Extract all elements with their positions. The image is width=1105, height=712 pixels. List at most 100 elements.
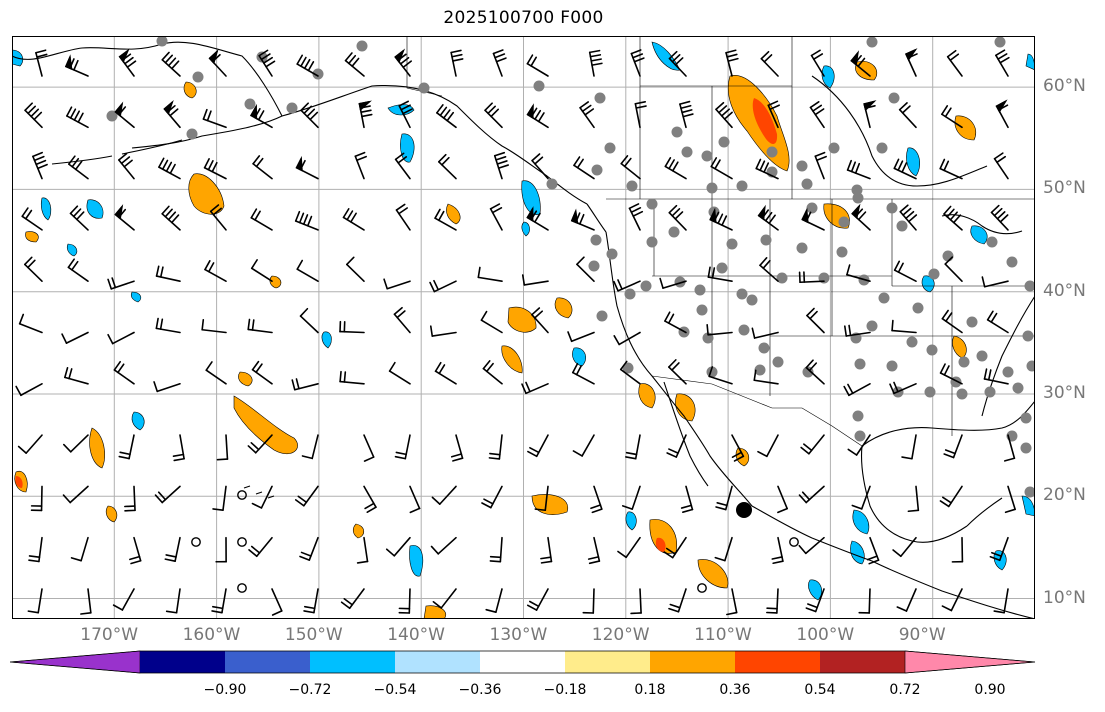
station-dot: [701, 150, 713, 162]
wind-barb: [990, 204, 1009, 231]
station-dot: [186, 128, 198, 140]
contour-positive: [954, 115, 976, 141]
station-dot: [622, 362, 634, 374]
alaska-coast: [12, 41, 283, 149]
wind-barb: [534, 485, 549, 512]
wind-barb: [893, 260, 917, 282]
wind-barb: [847, 434, 871, 456]
contour-negative: [1021, 495, 1035, 517]
station-dot: [1024, 280, 1035, 292]
wind-barb: [526, 206, 549, 231]
wind-barb: [706, 324, 733, 336]
station-dot: [1024, 486, 1035, 498]
contour-negative: [131, 411, 145, 431]
baja-coast: [663, 381, 709, 487]
station-dot: [668, 226, 680, 238]
wind-barb: [63, 434, 89, 453]
wind-barb: [714, 536, 733, 562]
wind-barb: [981, 276, 1009, 288]
yucatan-coast: [966, 497, 1003, 527]
wind-barb: [208, 49, 227, 77]
wind-barb: [668, 359, 687, 385]
wind-barb: [383, 278, 411, 290]
wind-barb: [163, 100, 181, 129]
station-dot: [696, 304, 708, 316]
alaska-canada-border: [406, 36, 443, 97]
lat-tick-label: 20°N: [1043, 485, 1086, 506]
wind-barb: [759, 257, 779, 282]
station-dot: [356, 40, 368, 52]
colorbar-segment: [480, 651, 566, 673]
wind-barb: [15, 382, 43, 397]
wind-barb: [481, 485, 503, 509]
wind-barb: [590, 485, 603, 514]
colorbar-tick-label: 0.54: [804, 682, 836, 698]
station-dot: [760, 234, 772, 246]
wind-barb: [28, 536, 43, 563]
colorbar-segment: [225, 651, 311, 673]
wind-barb: [356, 536, 369, 564]
wind-barb: [892, 536, 917, 558]
wind-barb: [161, 205, 181, 231]
wind-barb: [896, 588, 917, 612]
wind-barb: [993, 588, 1009, 614]
wind-barb: [398, 588, 411, 614]
station-dot: [772, 356, 784, 368]
positive-anomaly-contours: [14, 60, 976, 619]
station-dot: [878, 292, 890, 304]
wind-barb: [429, 325, 457, 337]
contour-positive: [507, 306, 537, 333]
wind-barb: [258, 49, 276, 77]
wind-barb: [204, 260, 227, 282]
station-dot: [851, 184, 863, 196]
wind-barb: [489, 536, 503, 563]
wind-barb: [1004, 485, 1016, 514]
contour-negative: [970, 225, 988, 245]
wind-barb: [394, 152, 411, 180]
wind-barb: [531, 307, 549, 334]
station-dot: [244, 98, 256, 110]
station-dot: [1012, 382, 1024, 394]
station-dot: [924, 386, 936, 398]
station-dot: [736, 288, 748, 300]
wind-barb: [771, 536, 784, 565]
wind-barb: [153, 381, 181, 393]
wind-barb: [201, 319, 227, 334]
colorbar: [10, 650, 1036, 674]
contour-negative: [86, 199, 104, 219]
wind-barb: [634, 101, 647, 129]
map-plot: [12, 36, 1035, 619]
station-dot: [1022, 330, 1034, 342]
wind-barb: [521, 381, 549, 395]
station-dot: [958, 356, 970, 368]
contour-positive: [238, 371, 253, 387]
wind-barb: [755, 158, 779, 180]
wind-barb: [810, 49, 825, 77]
station-dot: [852, 410, 864, 422]
wind-barb: [907, 485, 920, 513]
station-dot: [942, 250, 954, 262]
wind-barb: [70, 536, 89, 562]
station-dot: [1006, 256, 1018, 268]
wind-barb: [32, 151, 48, 180]
wind-barb: [118, 434, 135, 460]
wind-barb: [993, 152, 1009, 180]
wind-barb: [61, 331, 89, 344]
colorbar-segment: [650, 651, 736, 673]
colorbar-tick-label: −0.54: [373, 682, 417, 698]
contour-negative: [625, 511, 637, 531]
contour-negative: [808, 579, 822, 601]
wind-barb: [800, 434, 825, 455]
wind-barb: [489, 203, 503, 231]
wind-barb: [35, 49, 48, 77]
lon-tick-label: 140°W: [387, 625, 445, 645]
station-dot: [986, 236, 998, 248]
station-dot: [640, 280, 652, 292]
contour-negative: [130, 291, 142, 303]
colorbar-tick-label: −0.18: [543, 682, 587, 698]
wind-barb: [587, 536, 601, 565]
wind-barb: [385, 536, 411, 557]
lat-tick-label: 60°N: [1043, 76, 1086, 97]
large-marker: [736, 502, 752, 518]
wind-barb: [668, 588, 687, 613]
